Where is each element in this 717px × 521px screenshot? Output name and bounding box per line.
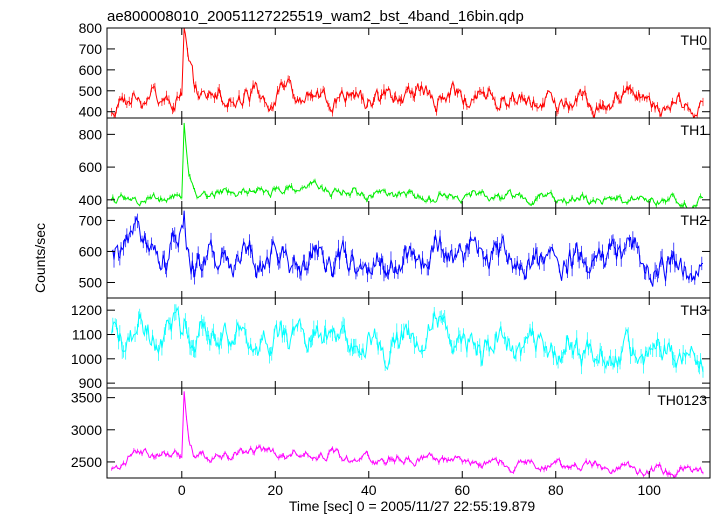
series-label-th1: TH1 bbox=[681, 122, 708, 138]
error-bars-th2 bbox=[113, 213, 703, 287]
series-line-th3 bbox=[111, 306, 704, 373]
y-tick-label: 1100 bbox=[72, 326, 102, 342]
series-line-th2 bbox=[111, 210, 704, 287]
y-tick-label: 600 bbox=[79, 62, 103, 78]
y-tick-label: 600 bbox=[79, 159, 103, 175]
y-tick-label: 600 bbox=[79, 243, 103, 259]
series-label-th2: TH2 bbox=[681, 212, 708, 228]
series-line-th0123 bbox=[111, 391, 704, 478]
x-axis-label: Time [sec] 0 = 2005/11/27 22:55:19.879 bbox=[289, 498, 536, 514]
series-line-th1 bbox=[111, 122, 704, 208]
error-bars-th1 bbox=[111, 159, 701, 208]
panel-th1: 400 600 800 TH1 bbox=[79, 117, 711, 209]
y-tick-label: 400 bbox=[79, 192, 103, 208]
series-line-th0 bbox=[111, 28, 704, 118]
panel-frame bbox=[106, 387, 711, 479]
x-tick-label: 0 bbox=[178, 482, 186, 498]
x-tick-label: 40 bbox=[361, 482, 377, 498]
y-tick-label: 500 bbox=[79, 274, 103, 290]
x-tick-label: 80 bbox=[548, 482, 564, 498]
panel-frame bbox=[106, 297, 711, 389]
y-tick-label: 700 bbox=[79, 41, 103, 57]
x-tick-label: 100 bbox=[638, 482, 662, 498]
y-axis-label: Counts/sec bbox=[32, 223, 48, 293]
y-tick-label: 2500 bbox=[71, 454, 102, 470]
y-tick-label: 3000 bbox=[71, 422, 102, 438]
y-tick-label: 400 bbox=[79, 104, 103, 120]
panel-th2: 500 600 700 TH2 bbox=[79, 207, 711, 299]
y-tick-label: 500 bbox=[79, 83, 103, 99]
y-tick-label: 800 bbox=[79, 126, 103, 142]
y-tick-label: 1000 bbox=[71, 351, 102, 367]
y-tick-label: 3500 bbox=[71, 390, 102, 406]
panel-th0: 400 500 600 700 800 TH0 bbox=[79, 20, 711, 120]
panel-frame bbox=[106, 27, 711, 119]
y-tick-label: 700 bbox=[79, 212, 103, 228]
series-label-th0: TH0 bbox=[681, 32, 708, 48]
x-tick-label: 20 bbox=[267, 482, 283, 498]
series-label-th3: TH3 bbox=[681, 302, 708, 318]
panel-frame bbox=[106, 117, 711, 209]
panel-th3: 900 1000 1100 1200 TH3 bbox=[71, 297, 711, 391]
error-bars-th0123 bbox=[111, 415, 704, 478]
y-tick-label: 900 bbox=[79, 375, 103, 391]
x-tick-label: 60 bbox=[454, 482, 470, 498]
chart-title: ae800008010_20051127225519_wam2_bst_4ban… bbox=[107, 8, 524, 25]
panel-th0123: 2500 3000 3500 TH0123 bbox=[71, 387, 711, 479]
error-bars-th0 bbox=[111, 47, 704, 118]
series-label-th0123: TH0123 bbox=[657, 392, 707, 408]
y-tick-label: 800 bbox=[79, 20, 103, 36]
y-tick-label: 1200 bbox=[71, 302, 102, 318]
